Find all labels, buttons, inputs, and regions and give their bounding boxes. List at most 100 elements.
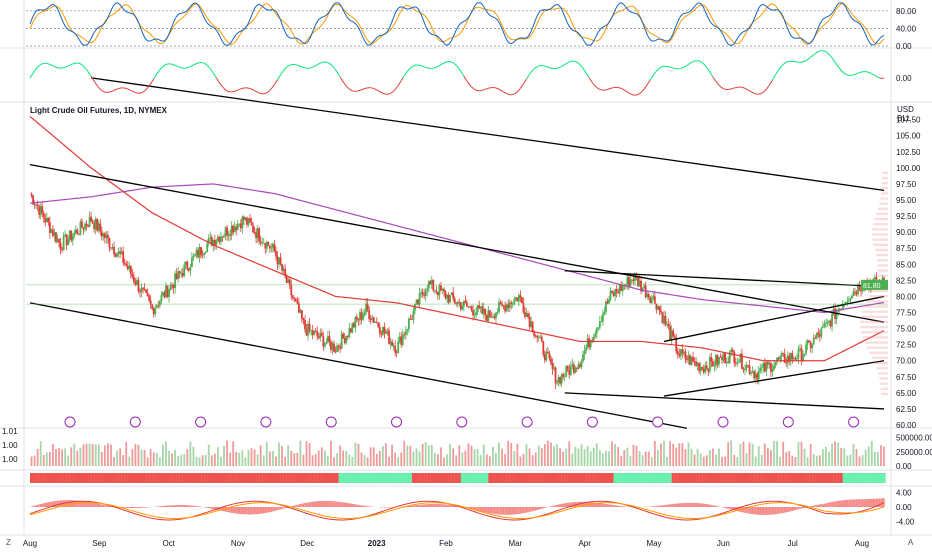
z-toggle-button[interactable]: Z — [6, 538, 11, 547]
auto-scale-button[interactable]: A — [908, 538, 913, 547]
volume-bar — [865, 450, 867, 466]
macd-histogram-bar — [303, 503, 304, 507]
momentum-segment — [650, 78, 652, 80]
trend-strip-cell — [534, 473, 537, 483]
volume-bar — [663, 441, 665, 466]
trend-strip-cell — [449, 473, 452, 483]
macd-histogram-bar — [491, 507, 492, 513]
volume-bar — [813, 454, 815, 466]
macd-histogram-bar — [706, 504, 707, 507]
trend-strip-cell — [372, 473, 375, 483]
macd-histogram-bar — [512, 507, 513, 515]
momentum-segment — [70, 65, 72, 66]
volume-bar — [141, 449, 143, 466]
trend-strip-cell — [241, 473, 244, 483]
candle-body — [200, 247, 202, 255]
candle-body — [827, 322, 829, 323]
trend-strip-cell — [684, 473, 687, 483]
volume-bar — [853, 444, 855, 466]
volume-bar — [553, 446, 555, 466]
candle-body — [90, 217, 92, 222]
momentum-segment — [699, 61, 701, 62]
trend-strip-cell — [788, 473, 791, 483]
trend-strip-cell — [705, 473, 708, 483]
macd-histogram-bar — [199, 506, 200, 507]
macd-histogram-bar — [352, 504, 353, 507]
macd-histogram-bar — [445, 504, 446, 507]
momentum-segment — [99, 88, 101, 90]
volume-bar — [715, 455, 717, 466]
trend-strip-cell — [791, 473, 794, 483]
candle-body — [309, 324, 311, 331]
volume-bar — [513, 451, 515, 466]
candle-body — [303, 319, 305, 320]
trend-strip-cell — [470, 473, 473, 483]
momentum-segment — [502, 91, 504, 92]
volume-bar — [614, 444, 616, 466]
trend-strip-cell — [137, 473, 140, 483]
trend-strip-cell — [742, 473, 745, 483]
candle-body — [325, 343, 327, 344]
volume-bar — [440, 447, 442, 466]
momentum-segment — [629, 93, 631, 94]
candle-body — [406, 329, 408, 331]
volume-bar — [171, 453, 173, 466]
volume-bar — [581, 444, 583, 466]
volume-bar — [556, 444, 558, 466]
volume-bar — [599, 450, 601, 466]
momentum-segment — [504, 92, 506, 93]
momentum-segment — [505, 93, 507, 94]
macd-histogram-bar — [567, 503, 568, 507]
macd-histogram-bar — [879, 499, 880, 507]
momentum-segment — [708, 70, 710, 72]
candle-body — [72, 236, 74, 241]
macd-histogram-bar — [691, 503, 692, 507]
momentum-segment — [73, 63, 75, 64]
trend-strip-cell — [281, 473, 284, 483]
volume-bar — [361, 453, 363, 466]
volume-bar — [370, 447, 372, 466]
candle-body — [545, 352, 547, 361]
macd-histogram-bar — [144, 507, 145, 508]
volume-bar — [208, 445, 210, 466]
macd-histogram-bar — [530, 507, 531, 512]
trend-line — [30, 165, 884, 323]
macd-histogram-bar — [501, 507, 502, 515]
trend-strip-cell — [724, 473, 727, 483]
trend-strip-cell — [827, 473, 830, 483]
volume-bar — [758, 446, 760, 466]
volume-bar — [846, 455, 848, 466]
macd-histogram-bar — [724, 507, 725, 508]
macd-histogram-bar — [124, 507, 125, 508]
trend-strip-cell — [659, 473, 662, 483]
trend-strip-cell — [824, 473, 827, 483]
chart-title: Light Crude Oil Futures, 1D, NYMEX — [30, 106, 167, 115]
volume-bar — [483, 445, 485, 466]
candle-body — [523, 303, 525, 312]
momentum-segment — [776, 72, 778, 74]
macd-histogram-bar — [106, 505, 107, 507]
candle-body — [629, 280, 631, 287]
macd-histogram-bar — [863, 499, 864, 507]
macd-histogram-bar — [437, 504, 438, 507]
candle-body — [495, 313, 497, 318]
momentum-segment — [592, 82, 594, 84]
volume-bar — [226, 441, 228, 466]
trend-strip-cell — [687, 473, 690, 483]
momentum-segment — [316, 65, 318, 66]
volume-bar — [373, 447, 375, 466]
trend-strip-cell — [345, 473, 348, 483]
event-marker-icon — [653, 417, 663, 427]
macd-histogram-bar — [538, 507, 539, 510]
candle-body — [712, 362, 714, 367]
macd-histogram-bar — [674, 504, 675, 507]
volume-bar — [636, 446, 638, 466]
trend-strip-cell — [840, 473, 843, 483]
volume-bar — [168, 451, 170, 466]
macd-histogram-bar — [773, 507, 774, 514]
y-tick-label: 92.50 — [896, 212, 917, 221]
macd-histogram-bar — [329, 501, 330, 507]
momentum-segment — [771, 80, 773, 83]
macd-histogram-bar — [497, 507, 498, 514]
